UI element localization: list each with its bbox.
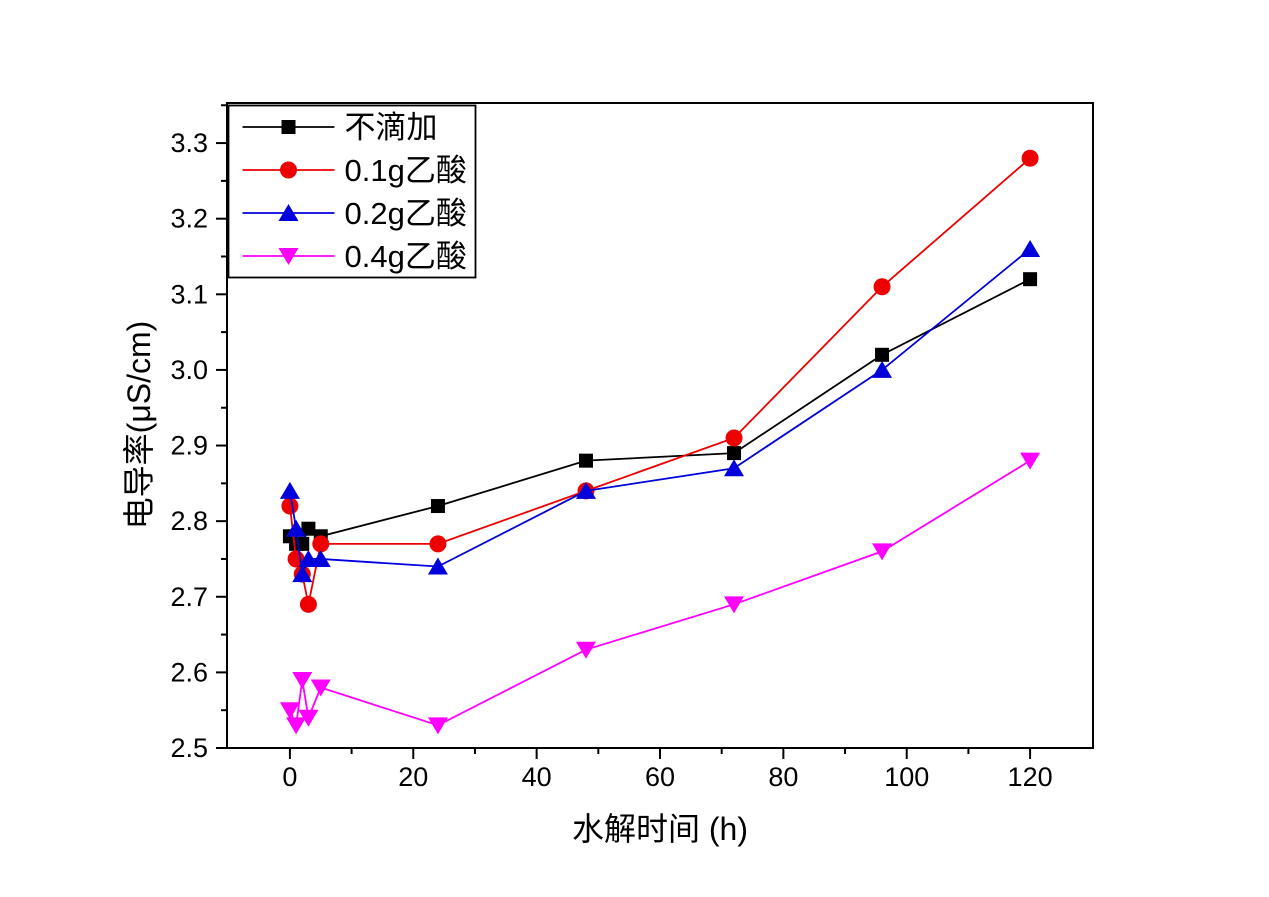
y-tick-label: 3.1 bbox=[170, 279, 208, 309]
y-tick-label: 2.8 bbox=[170, 506, 208, 536]
series-3-marker bbox=[286, 717, 307, 735]
series-2-marker bbox=[292, 565, 313, 583]
x-tick-label: 0 bbox=[282, 762, 297, 792]
legend-marker-3 bbox=[278, 248, 299, 265]
legend-marker-1 bbox=[280, 161, 297, 179]
legend-label-2: 0.2g乙酸 bbox=[345, 196, 467, 231]
y-tick-label: 2.9 bbox=[170, 431, 208, 461]
series-0-marker bbox=[578, 453, 593, 468]
series-3-marker bbox=[575, 641, 596, 659]
x-tick-label: 120 bbox=[1008, 762, 1053, 792]
series-2-line bbox=[289, 248, 1031, 578]
series-3-marker bbox=[279, 702, 300, 720]
series-3-marker bbox=[724, 596, 745, 614]
series-3-marker bbox=[292, 671, 313, 689]
series-2-marker bbox=[279, 481, 300, 499]
legend-label-1: 0.1g乙酸 bbox=[345, 153, 467, 188]
series-0-marker bbox=[875, 347, 890, 362]
series-2-marker bbox=[724, 459, 745, 477]
series-0-marker bbox=[1023, 272, 1038, 287]
x-tick-label: 80 bbox=[768, 762, 798, 792]
series-1-marker bbox=[429, 535, 447, 553]
plot-content: 0 20 40 60 80 100 120 2.5 2.6 2.7 2.8 2.9 3.0 3.1 3.2 3… bbox=[170, 104, 1053, 792]
plot-frame bbox=[226, 102, 1094, 749]
series-1-marker bbox=[725, 429, 743, 447]
x-tick-label: 100 bbox=[884, 762, 929, 792]
series-1-marker bbox=[873, 278, 891, 296]
series-0-marker bbox=[301, 521, 316, 536]
legend-marker-0 bbox=[281, 120, 296, 134]
x-tick-label: 60 bbox=[645, 762, 675, 792]
y-tick-label: 2.7 bbox=[170, 582, 208, 612]
series-0-marker bbox=[727, 446, 742, 461]
y-tick-label: 3.2 bbox=[170, 204, 208, 234]
series-3-line bbox=[289, 459, 1031, 729]
y-tick-label: 3.3 bbox=[170, 128, 208, 158]
series-1-marker bbox=[1021, 149, 1039, 167]
series-2-marker bbox=[575, 481, 596, 499]
legend-box bbox=[227, 104, 477, 279]
series-2-marker bbox=[427, 557, 448, 575]
series-2-marker bbox=[310, 549, 331, 567]
series-3-marker bbox=[1020, 452, 1041, 470]
series-2-marker bbox=[872, 360, 893, 378]
y-tick-label: 3.0 bbox=[170, 355, 208, 385]
series-1-marker bbox=[312, 535, 330, 553]
legend-marker-2 bbox=[278, 204, 299, 221]
x-tick-label: 20 bbox=[398, 762, 428, 792]
series-2-marker bbox=[1020, 239, 1041, 257]
series-0-line bbox=[289, 278, 1031, 545]
series-3-marker bbox=[427, 717, 448, 735]
x-tick-label: 40 bbox=[522, 762, 552, 792]
series-1-marker bbox=[299, 595, 317, 613]
series-1-marker bbox=[281, 497, 299, 515]
legend-label-3: 0.4g乙酸 bbox=[345, 239, 467, 274]
legend-label-0: 不滴加 bbox=[345, 110, 438, 145]
y-tick-label: 2.5 bbox=[170, 733, 208, 763]
series-2-marker bbox=[286, 519, 307, 537]
y-axis-title: 电导率(μS/cm) bbox=[121, 321, 157, 530]
series-3-marker bbox=[872, 543, 893, 561]
series-3-marker bbox=[298, 709, 319, 727]
series-3-marker bbox=[310, 679, 331, 697]
series-0-marker bbox=[430, 499, 445, 514]
x-axis-title: 水解时间 (h) bbox=[572, 811, 748, 847]
y-tick-label: 2.6 bbox=[170, 657, 208, 687]
